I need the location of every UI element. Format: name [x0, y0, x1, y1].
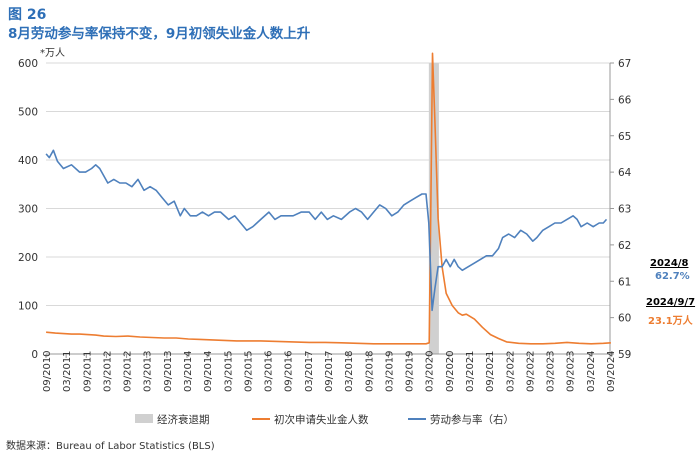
x-tick-label: 03/2012	[102, 350, 113, 392]
x-tick-label: 03/2014	[183, 350, 194, 392]
claims-annotation-value: 23.1万人	[648, 316, 693, 327]
claims-line	[46, 52, 611, 345]
gridlines	[46, 62, 610, 355]
x-tick-label: 03/2015	[223, 350, 234, 392]
y-left-tick-label: 100	[18, 301, 38, 313]
x-tick-label: 09/2018	[364, 350, 375, 392]
x-tick-label: 09/2015	[243, 350, 254, 392]
y-right-tick-label: 61	[618, 276, 631, 288]
x-tick-label: 09/2024	[606, 350, 617, 392]
y-right-tick-label: 66	[618, 94, 632, 106]
figure-number: 图 26	[8, 7, 47, 23]
y-right-tick-label: 62	[618, 240, 631, 252]
x-tick-label: 09/2014	[203, 350, 214, 392]
x-tick-label: 09/2016	[284, 350, 295, 392]
x-tick-label: 03/2020	[425, 350, 436, 392]
y-left-tick-label: 200	[18, 252, 38, 264]
chart-title: 8月劳动参与率保持不变，9月初领失业金人数上升	[8, 26, 311, 42]
y-right-tick-label: 60	[618, 313, 631, 325]
left-axis-unit: *万人	[40, 48, 65, 59]
x-tick-label: 03/2011	[62, 350, 73, 392]
legend-label-lfpr: 劳动参与率（右）	[430, 413, 514, 426]
claims-annotation-date: 2024/9/7	[646, 297, 696, 308]
x-tick-label: 03/2023	[546, 350, 557, 392]
x-tick-label: 09/2020	[445, 350, 456, 392]
y-left-tick-label: 0	[31, 349, 38, 361]
x-tick-label: 03/2021	[465, 350, 476, 392]
x-tick-label: 03/2024	[586, 350, 597, 392]
x-tick-label: 03/2022	[505, 350, 516, 392]
y-left-tick-label: 400	[18, 155, 38, 167]
x-tick-label: 03/2016	[264, 350, 275, 392]
y-right-tick-label: 63	[618, 204, 631, 216]
y-right-tick-label: 67	[618, 58, 631, 70]
x-tick-label: 09/2013	[163, 350, 174, 392]
y-right-tick-label: 59	[618, 349, 631, 361]
x-tick-label: 03/2013	[143, 350, 154, 392]
x-tick-label: 09/2022	[525, 350, 536, 392]
x-tick-label: 09/2012	[123, 350, 134, 392]
y-left-tick-label: 300	[18, 204, 38, 216]
lfpr-line	[45, 149, 608, 312]
x-tick-label: 09/2017	[324, 350, 335, 392]
recession-band-layer	[428, 63, 439, 354]
y-left-tick-label: 600	[18, 58, 38, 70]
legend-label-recession: 经济衰退期	[157, 413, 210, 426]
x-tick-label: 03/2019	[384, 350, 395, 392]
source-note: 数据来源：Bureau of Labor Statistics (BLS)	[6, 441, 215, 452]
legend-swatch-recession	[135, 414, 153, 423]
x-tick-label: 09/2023	[566, 350, 577, 392]
x-tick-label: 09/2011	[82, 350, 93, 392]
axes: 0 100 200 300 400 500 600 59 60 61 62 63 64 65 66 67 09/…	[18, 58, 632, 392]
y-right-tick-label: 65	[618, 131, 631, 143]
lfpr-annotation-value: 62.7%	[655, 271, 690, 282]
x-tick-label: 09/2019	[405, 350, 416, 392]
legend-label-claims: 初次申请失业金人数	[274, 413, 369, 426]
series-lines	[45, 52, 611, 345]
recession-band	[428, 63, 439, 354]
y-left-tick-label: 500	[18, 107, 38, 119]
lfpr-annotation-date: 2024/8	[650, 258, 689, 269]
x-tick-label: 09/2021	[485, 350, 496, 392]
x-tick-label: 03/2018	[344, 350, 355, 392]
y-right-tick-label: 64	[618, 167, 632, 179]
legend: 经济衰退期 初次申请失业金人数 劳动参与率（右）	[135, 413, 514, 426]
x-tick-label: 03/2017	[304, 350, 315, 392]
x-tick-label: 09/2010	[42, 350, 53, 392]
